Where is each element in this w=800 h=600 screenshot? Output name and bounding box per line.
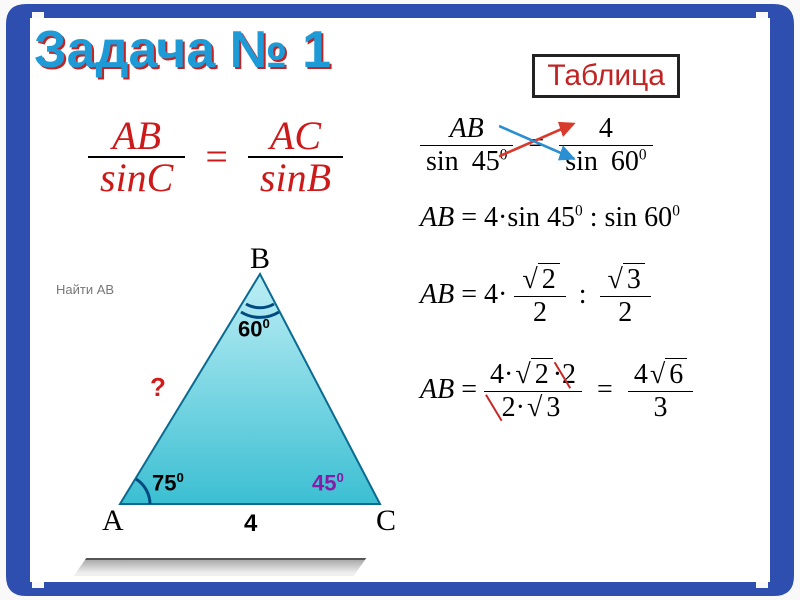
- slide-content: Задача № 1 Таблица AB sinC = AC sinB Най…: [30, 18, 770, 582]
- vertex-C: C: [376, 504, 396, 538]
- question-mark: ?: [150, 372, 166, 403]
- vertex-B: B: [250, 242, 270, 276]
- angle-A: 750: [152, 470, 184, 496]
- slide-title: Задача № 1: [34, 20, 331, 80]
- eq-line-3: AB = 4· 2 2 : 3 2: [420, 264, 800, 329]
- frac-sinB: sinB: [248, 158, 343, 198]
- vertex-A: A: [102, 504, 124, 538]
- math-derivation: AB sin 450 = 4 sin 600: [420, 113, 800, 454]
- table-button[interactable]: Таблица: [532, 54, 680, 98]
- triangle-diagram: A B C 750 600 450 ? 4: [90, 254, 410, 554]
- cancel-strikes: [484, 359, 582, 424]
- frac-AC: AC: [248, 116, 343, 158]
- angle-C: 450: [312, 470, 344, 496]
- triangle-shadow: [74, 558, 367, 576]
- angle-B: 600: [238, 316, 270, 342]
- equals-sign: =: [195, 137, 238, 177]
- frac-AB: AB: [88, 116, 185, 158]
- eq-line-2: AB = 4·sin 450 : sin 600: [420, 202, 800, 234]
- eq-substitution: AB sin 450 = 4 sin 600: [420, 113, 653, 178]
- law-of-sines: AB sinC = AC sinB: [88, 116, 343, 198]
- side-AC-length: 4: [244, 510, 257, 538]
- eq-line-4: AB = 4·2·2 2·3 = 46 3: [420, 359, 800, 424]
- cross-multiply-arrows: [420, 113, 653, 178]
- frac-sinC: sinC: [88, 158, 185, 198]
